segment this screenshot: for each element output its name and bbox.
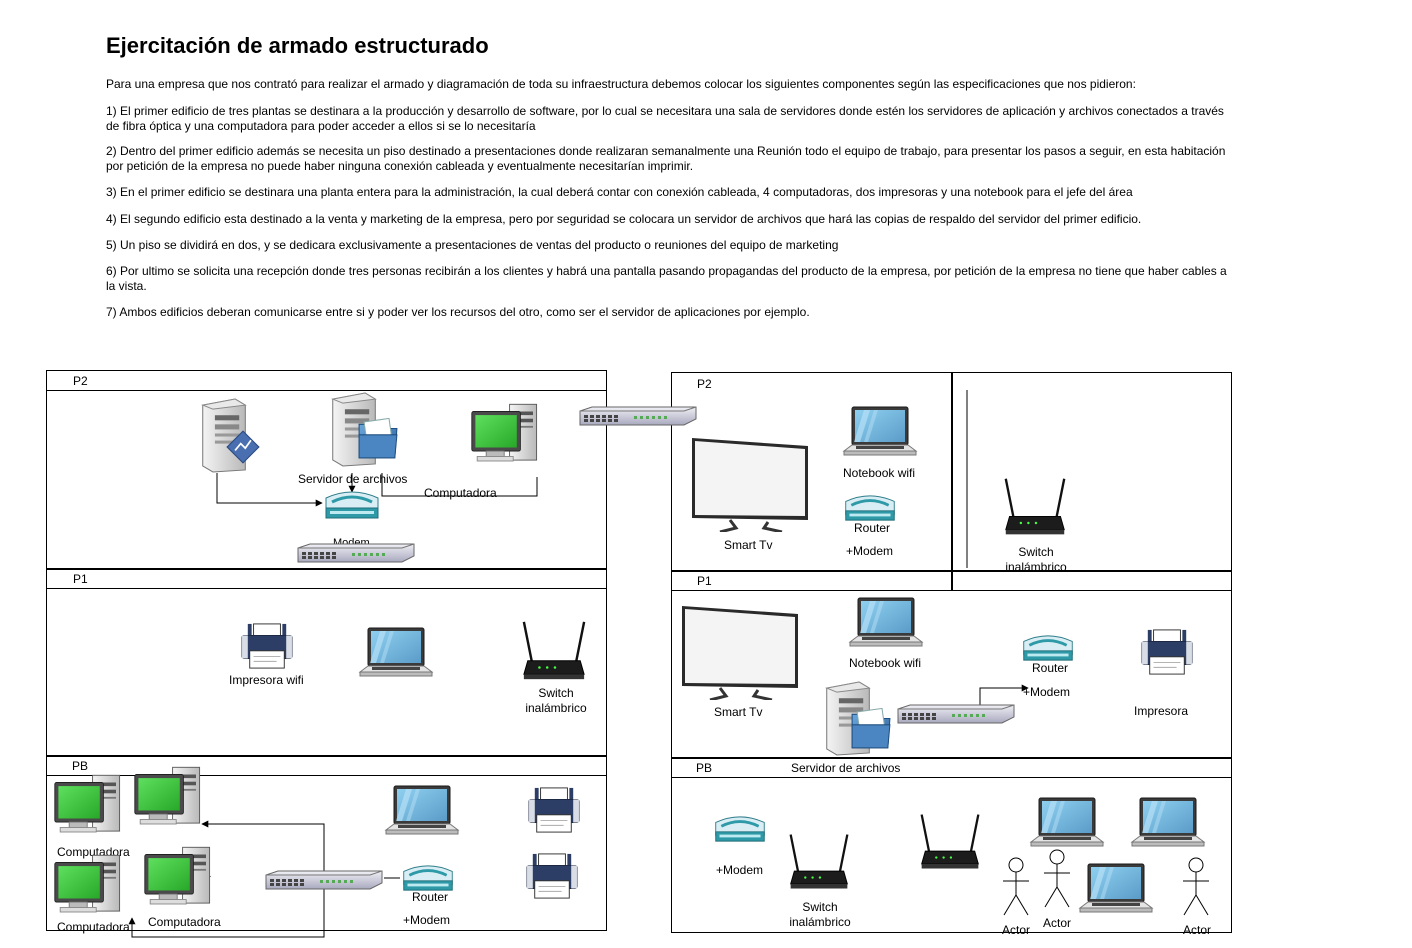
router-icon [842, 492, 898, 524]
laptop-icon [382, 784, 462, 840]
switch-icon [264, 869, 384, 891]
building2-p2-notebook-label: Notebook wifi [843, 466, 916, 480]
building1-floor-p1-header [46, 568, 607, 589]
router-icon [322, 488, 382, 522]
building2-p2-label: P2 [697, 377, 712, 391]
laptop-icon [1128, 796, 1208, 852]
router-icon [712, 813, 768, 845]
requirement-5: 5) Un piso se dividirá en dos, y se dedi… [106, 238, 839, 252]
smart-tv-icon [680, 604, 800, 700]
building1-floor-pb-header [46, 756, 607, 776]
building2-pb-actor-1-label: Actor [1002, 923, 1031, 937]
router-icon [1020, 632, 1076, 664]
requirement-1: 1) El primer edificio de tres plantas se… [106, 104, 1224, 133]
building2-p1-notebook-label: Notebook wifi [849, 656, 922, 670]
building1-wireless-switch-label: Switch inalámbrico [525, 686, 587, 715]
wire-switch-to-computer-3 [128, 880, 325, 938]
wire-switch-to-computer-1 [201, 820, 325, 880]
laptop-icon [1076, 862, 1156, 918]
building2-pb-actor-3-label: Actor [1183, 923, 1212, 937]
switch-icon [896, 703, 1016, 725]
building1-wifi-printer-label: Impresora wifi [229, 673, 304, 687]
wire-app-server-to-router [216, 473, 323, 507]
laptop-icon [356, 626, 436, 682]
building2-floor-pb-header [671, 758, 1232, 778]
wireless-switch-icon [918, 808, 982, 876]
building2-p1-printer-label: Impresora [1134, 704, 1189, 718]
requirement-4: 4) El segundo edificio esta destinado a … [106, 212, 1142, 226]
actor-icon [1001, 856, 1031, 918]
intro-paragraph: Para una empresa que nos contrató para r… [106, 77, 1136, 91]
building2-pb-label: PB [696, 761, 713, 775]
computer-icon [53, 773, 125, 837]
building2-file-server-label: Servidor de archivos [791, 761, 901, 775]
computer-icon [470, 402, 542, 466]
building2-p1-modem-label: +Modem [1023, 685, 1071, 699]
building2-p2-wireless-switch-label: Switch inalámbrico [1005, 545, 1067, 574]
building2-p1-router-label: Router [1032, 661, 1069, 675]
actor-icon [1181, 856, 1211, 918]
wire-switch-to-router [979, 684, 1029, 712]
laptop-icon [1027, 796, 1107, 852]
computer-icon [133, 765, 205, 829]
building1-pb-computer-3-label: Computadora [57, 920, 130, 934]
computer-icon [143, 845, 215, 909]
laptop-icon [846, 596, 926, 652]
requirement-7: 7) Ambos edificios deberan comunicarse e… [106, 305, 810, 319]
building2-p1-smart-tv-label: Smart Tv [714, 705, 763, 719]
printer-icon [518, 852, 586, 900]
building2-floor-p2-divider [951, 372, 953, 590]
requirement-2: 2) Dentro del primer edificio además se … [106, 144, 1226, 173]
building-link-switch-icon [577, 405, 699, 427]
printer-icon [520, 786, 588, 834]
switch-icon [296, 542, 416, 564]
smart-tv-icon [690, 436, 810, 532]
building1-p2-label: P2 [73, 374, 88, 388]
building2-p2-modem-label: +Modem [846, 544, 894, 558]
building1-pb-computer-2-label: Computadora [148, 915, 221, 929]
folder-icon [850, 708, 892, 750]
building2-pb-actor-2-label: Actor [1043, 916, 1072, 930]
building1-pb-label: PB [72, 759, 89, 773]
page-title: Ejercitación de armado estructurado [106, 33, 489, 58]
building2-p1-label: P1 [697, 574, 712, 588]
building2-p2-router-label: Router [854, 521, 891, 535]
building1-pb-modem-label: +Modem [403, 913, 451, 927]
building1-pb-router-label: Router [412, 890, 449, 904]
building1-floor-p2-header [46, 370, 607, 391]
wire-computer-to-router [381, 473, 538, 497]
building1-p1-label: P1 [73, 572, 88, 586]
requirement-6: 6) Por ultimo se solicita una recepción … [106, 264, 1227, 293]
app-diamond-icon [226, 430, 260, 464]
laptop-icon [840, 405, 920, 461]
building1-computer-label: Computadora [424, 486, 497, 500]
computer-icon [53, 853, 125, 917]
wireless-switch-icon [1002, 476, 1068, 538]
printer-icon [1133, 628, 1201, 676]
wireless-switch-icon [520, 619, 588, 683]
building2-floor-p1-header [671, 570, 1232, 591]
building1-file-server-label: Servidor de archivos [298, 472, 408, 486]
building2-pb-wireless-switch-label: Switch inalámbrico [789, 900, 851, 929]
wireless-switch-icon [787, 832, 851, 892]
folder-icon [357, 418, 399, 460]
actor-icon [1042, 848, 1072, 910]
building2-p2-smart-tv-label: Smart Tv [724, 538, 773, 552]
wifi-printer-icon [233, 622, 301, 670]
building2-pb-modem-label: +Modem [716, 863, 764, 877]
requirement-3: 3) En el primer edificio se destinara un… [106, 185, 1133, 199]
